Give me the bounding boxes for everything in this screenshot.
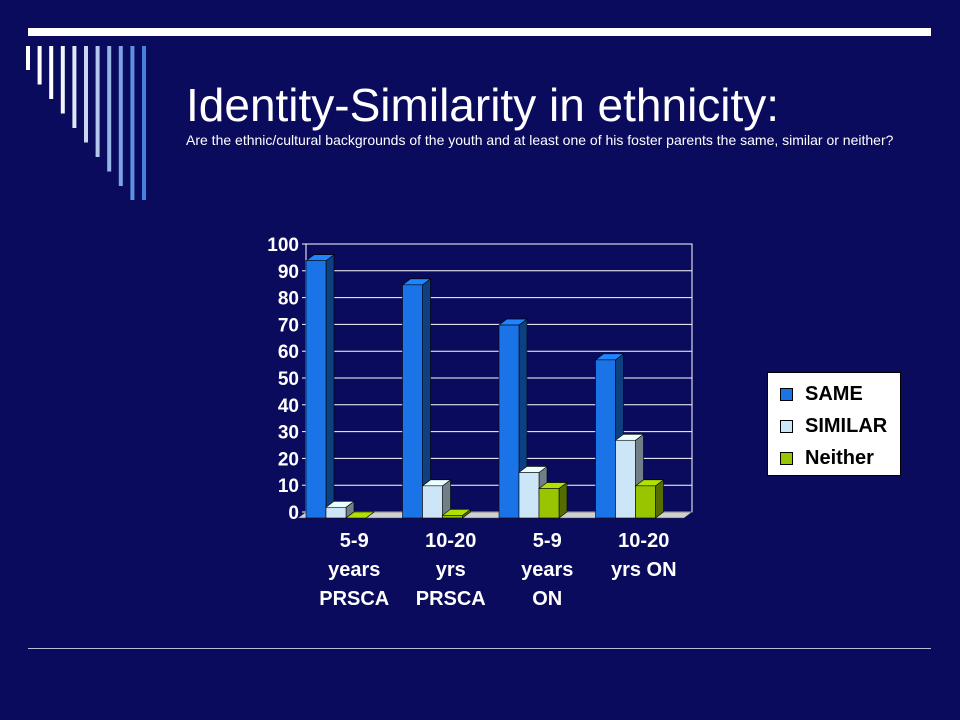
decorative-bar xyxy=(84,46,88,143)
bar-neither xyxy=(538,481,568,519)
bottom-rule xyxy=(28,648,931,649)
legend-item-similar: SIMILAR xyxy=(780,415,887,438)
legend-item-same: SAME xyxy=(780,383,863,406)
y-tick-label: 10 xyxy=(278,476,299,497)
bar-similar xyxy=(421,479,452,519)
top-rule xyxy=(28,28,931,36)
y-tick-label: 60 xyxy=(278,342,299,363)
x-tick-label: 5-9 years PRSCA xyxy=(319,530,389,610)
y-tick-label: 0 xyxy=(288,503,299,524)
y-tick-label: 70 xyxy=(278,315,299,336)
chart-legend: SAME SIMILAR Neither xyxy=(767,372,901,476)
legend-label-same: SAME xyxy=(805,383,863,405)
legend-label-neither: Neither xyxy=(805,447,874,469)
bar-neither xyxy=(441,508,472,519)
bar-similar xyxy=(325,500,355,519)
decorative-bar xyxy=(142,46,146,200)
slide-title: Identity-Similarity in ethnicity: xyxy=(186,79,780,131)
decorative-bar xyxy=(37,46,42,85)
decorative-bar xyxy=(118,46,123,186)
y-tick-label: 90 xyxy=(278,262,299,283)
decorative-bar xyxy=(107,46,112,172)
y-tick-label: 50 xyxy=(278,369,299,390)
decorative-bar xyxy=(49,46,54,99)
y-tick-label: 80 xyxy=(278,289,299,310)
legend-item-neither: Neither xyxy=(780,447,874,470)
legend-label-similar: SIMILAR xyxy=(805,415,888,437)
decorative-bars xyxy=(26,46,146,200)
legend-swatch-similar xyxy=(780,420,793,433)
decorative-bar xyxy=(130,46,135,200)
legend-swatch-neither xyxy=(780,452,793,465)
decorative-bar xyxy=(72,46,77,128)
decorative-bar xyxy=(95,46,100,157)
bar-same xyxy=(401,278,432,519)
y-tick-label: 100 xyxy=(267,235,299,256)
y-tick-label: 20 xyxy=(278,449,299,470)
bar-chart: 0 10 20 30 40 50 60 70 80 90 100 5-9 years PRSCA 10-20… xyxy=(267,235,693,610)
y-tick-label: 40 xyxy=(278,396,299,417)
x-tick-label: 10-20 yrs PRSCA xyxy=(416,530,486,610)
decorative-bar xyxy=(26,46,30,70)
bar-neither xyxy=(634,479,665,519)
legend-swatch-same xyxy=(780,388,793,401)
bar-same xyxy=(305,254,335,519)
slide-subtitle: Are the ethnic/cultural backgrounds of t… xyxy=(186,132,894,148)
x-tick-label: 5-9 years ON xyxy=(521,530,573,610)
x-tick-label: 10-20 yrs ON xyxy=(611,530,677,581)
y-tick-label: 30 xyxy=(278,423,299,444)
bar-neither xyxy=(345,511,375,519)
decorative-bar xyxy=(60,46,65,114)
